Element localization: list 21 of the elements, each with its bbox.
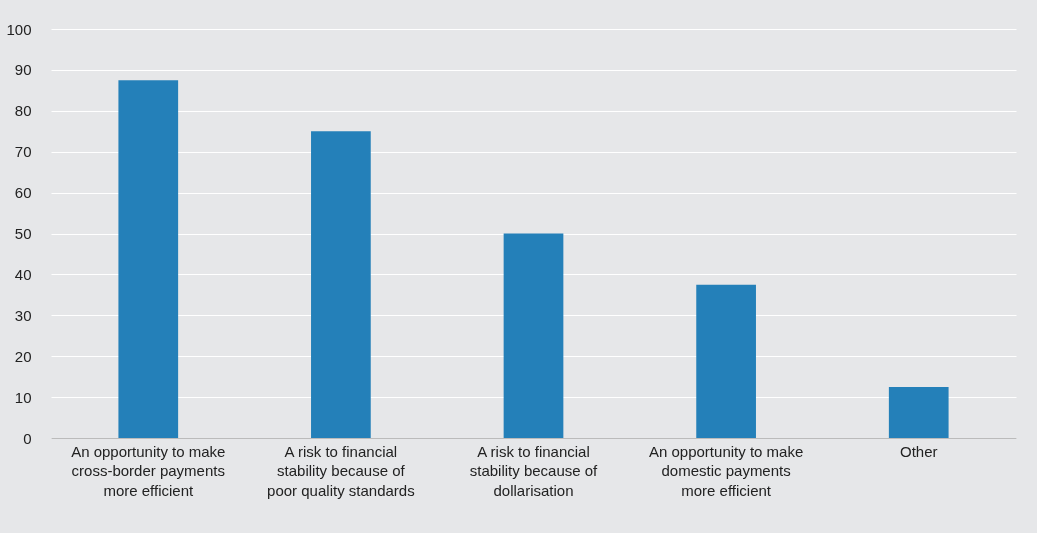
bar xyxy=(118,80,179,438)
bar xyxy=(311,131,371,438)
x-tick-label: Other xyxy=(899,442,938,460)
y-tick-label: 100 xyxy=(6,20,32,38)
y-tick-label: 0 xyxy=(23,429,32,447)
y-tick-label: 90 xyxy=(14,61,32,79)
bar xyxy=(503,233,564,438)
y-tick-label: 70 xyxy=(14,143,32,161)
x-tick-label: An opportunity to make cross-border payments more efficient xyxy=(71,442,226,499)
y-tick-label: 30 xyxy=(14,306,32,324)
bar xyxy=(696,284,756,438)
y-tick-label: 40 xyxy=(14,265,32,283)
y-tick-label: 50 xyxy=(14,225,32,242)
x-tick-label: An opportunity to make domestic payments more efficient xyxy=(648,442,804,499)
x-tick-label: A risk to financial stability because of dollarisation xyxy=(469,442,599,499)
y-tick-label: 20 xyxy=(14,347,32,365)
x-tick-label: A risk to financial stability because of poor quality standards xyxy=(267,442,415,499)
y-tick-label: 80 xyxy=(14,102,32,120)
y-tick-label: 10 xyxy=(14,388,32,406)
y-tick-label: 60 xyxy=(14,184,32,202)
bar xyxy=(888,386,949,438)
